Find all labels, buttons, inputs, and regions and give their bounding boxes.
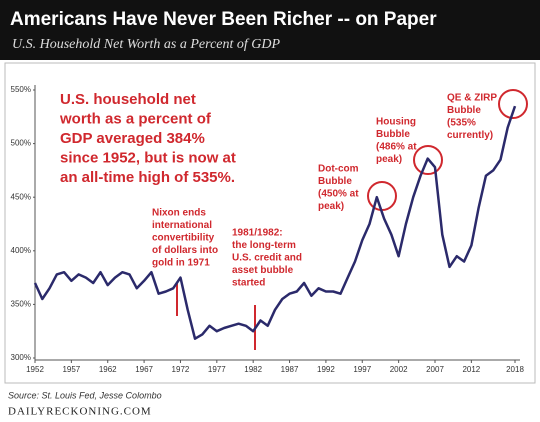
annotation: Nixon ends	[152, 208, 206, 219]
x-tick-label: 1987	[281, 365, 299, 374]
annotation: of dollars into	[152, 245, 218, 256]
annotation: (486% at	[376, 142, 417, 153]
x-tick-label: 1957	[62, 365, 80, 374]
x-tick-label: 1977	[208, 365, 226, 374]
brand: DAILYRECKONING.COM	[8, 406, 152, 418]
x-tick-label: 2002	[390, 365, 408, 374]
source: Source: St. Louis Fed, Jesse Colombo	[8, 390, 162, 400]
y-tick-label: 300%	[11, 353, 31, 362]
annotation: peak)	[376, 154, 402, 165]
x-tick-label: 2007	[426, 365, 444, 374]
x-tick-label: 1982	[244, 365, 262, 374]
plot-panel	[4, 62, 536, 384]
title-band	[0, 0, 540, 60]
y-tick-label: 400%	[11, 246, 31, 255]
annotation: currently)	[447, 130, 493, 141]
annotation: Bubble	[447, 105, 481, 116]
x-tick-label: 1972	[172, 365, 190, 374]
annotation: gold in 1971	[152, 258, 210, 269]
annotation: peak)	[318, 201, 344, 212]
annotation: asset bubble	[232, 265, 294, 276]
y-tick-label: 500%	[11, 139, 31, 148]
annotation: since 1952, but is now at	[60, 149, 236, 166]
chart-subtitle: U.S. Household Net Worth as a Percent of…	[12, 37, 280, 52]
annotation: an all-time high of 535%.	[60, 169, 235, 186]
x-tick-label: 1967	[135, 365, 153, 374]
annotation: Housing	[376, 117, 416, 128]
y-tick-label: 350%	[11, 300, 31, 309]
annotation: convertibility	[152, 233, 215, 244]
annotation: international	[152, 220, 212, 231]
annotation: Bubble	[376, 129, 410, 140]
chart-title: Americans Have Never Been Richer -- on P…	[10, 9, 437, 30]
annotation: GDP averaged 384%	[60, 130, 205, 147]
highlight-circle	[413, 145, 443, 175]
x-tick-label: 1962	[99, 365, 117, 374]
annotation: U.S. credit and	[232, 253, 302, 264]
annotation: QE & ZIRP	[447, 93, 497, 104]
annotation: U.S. household net	[60, 91, 196, 108]
x-tick-label: 1997	[353, 365, 371, 374]
x-tick-label: 2012	[462, 365, 480, 374]
annotation: (450% at	[318, 189, 359, 200]
annotation: worth as a percent of	[59, 110, 212, 127]
y-tick-label: 450%	[11, 192, 31, 201]
annotation: 1981/1982:	[232, 228, 283, 239]
annotation: the long-term	[232, 240, 296, 251]
annotation: started	[232, 278, 265, 289]
series-line	[33, 105, 517, 340]
annotation: Bubble	[318, 176, 352, 187]
annotation: (535%	[447, 118, 476, 129]
annotation: Dot-com	[318, 164, 359, 175]
x-tick-label: 2018	[506, 365, 524, 374]
highlight-circle	[498, 89, 528, 119]
y-tick-label: 550%	[11, 85, 31, 94]
x-tick-label: 1992	[317, 365, 335, 374]
x-tick-label: 1952	[26, 365, 44, 374]
